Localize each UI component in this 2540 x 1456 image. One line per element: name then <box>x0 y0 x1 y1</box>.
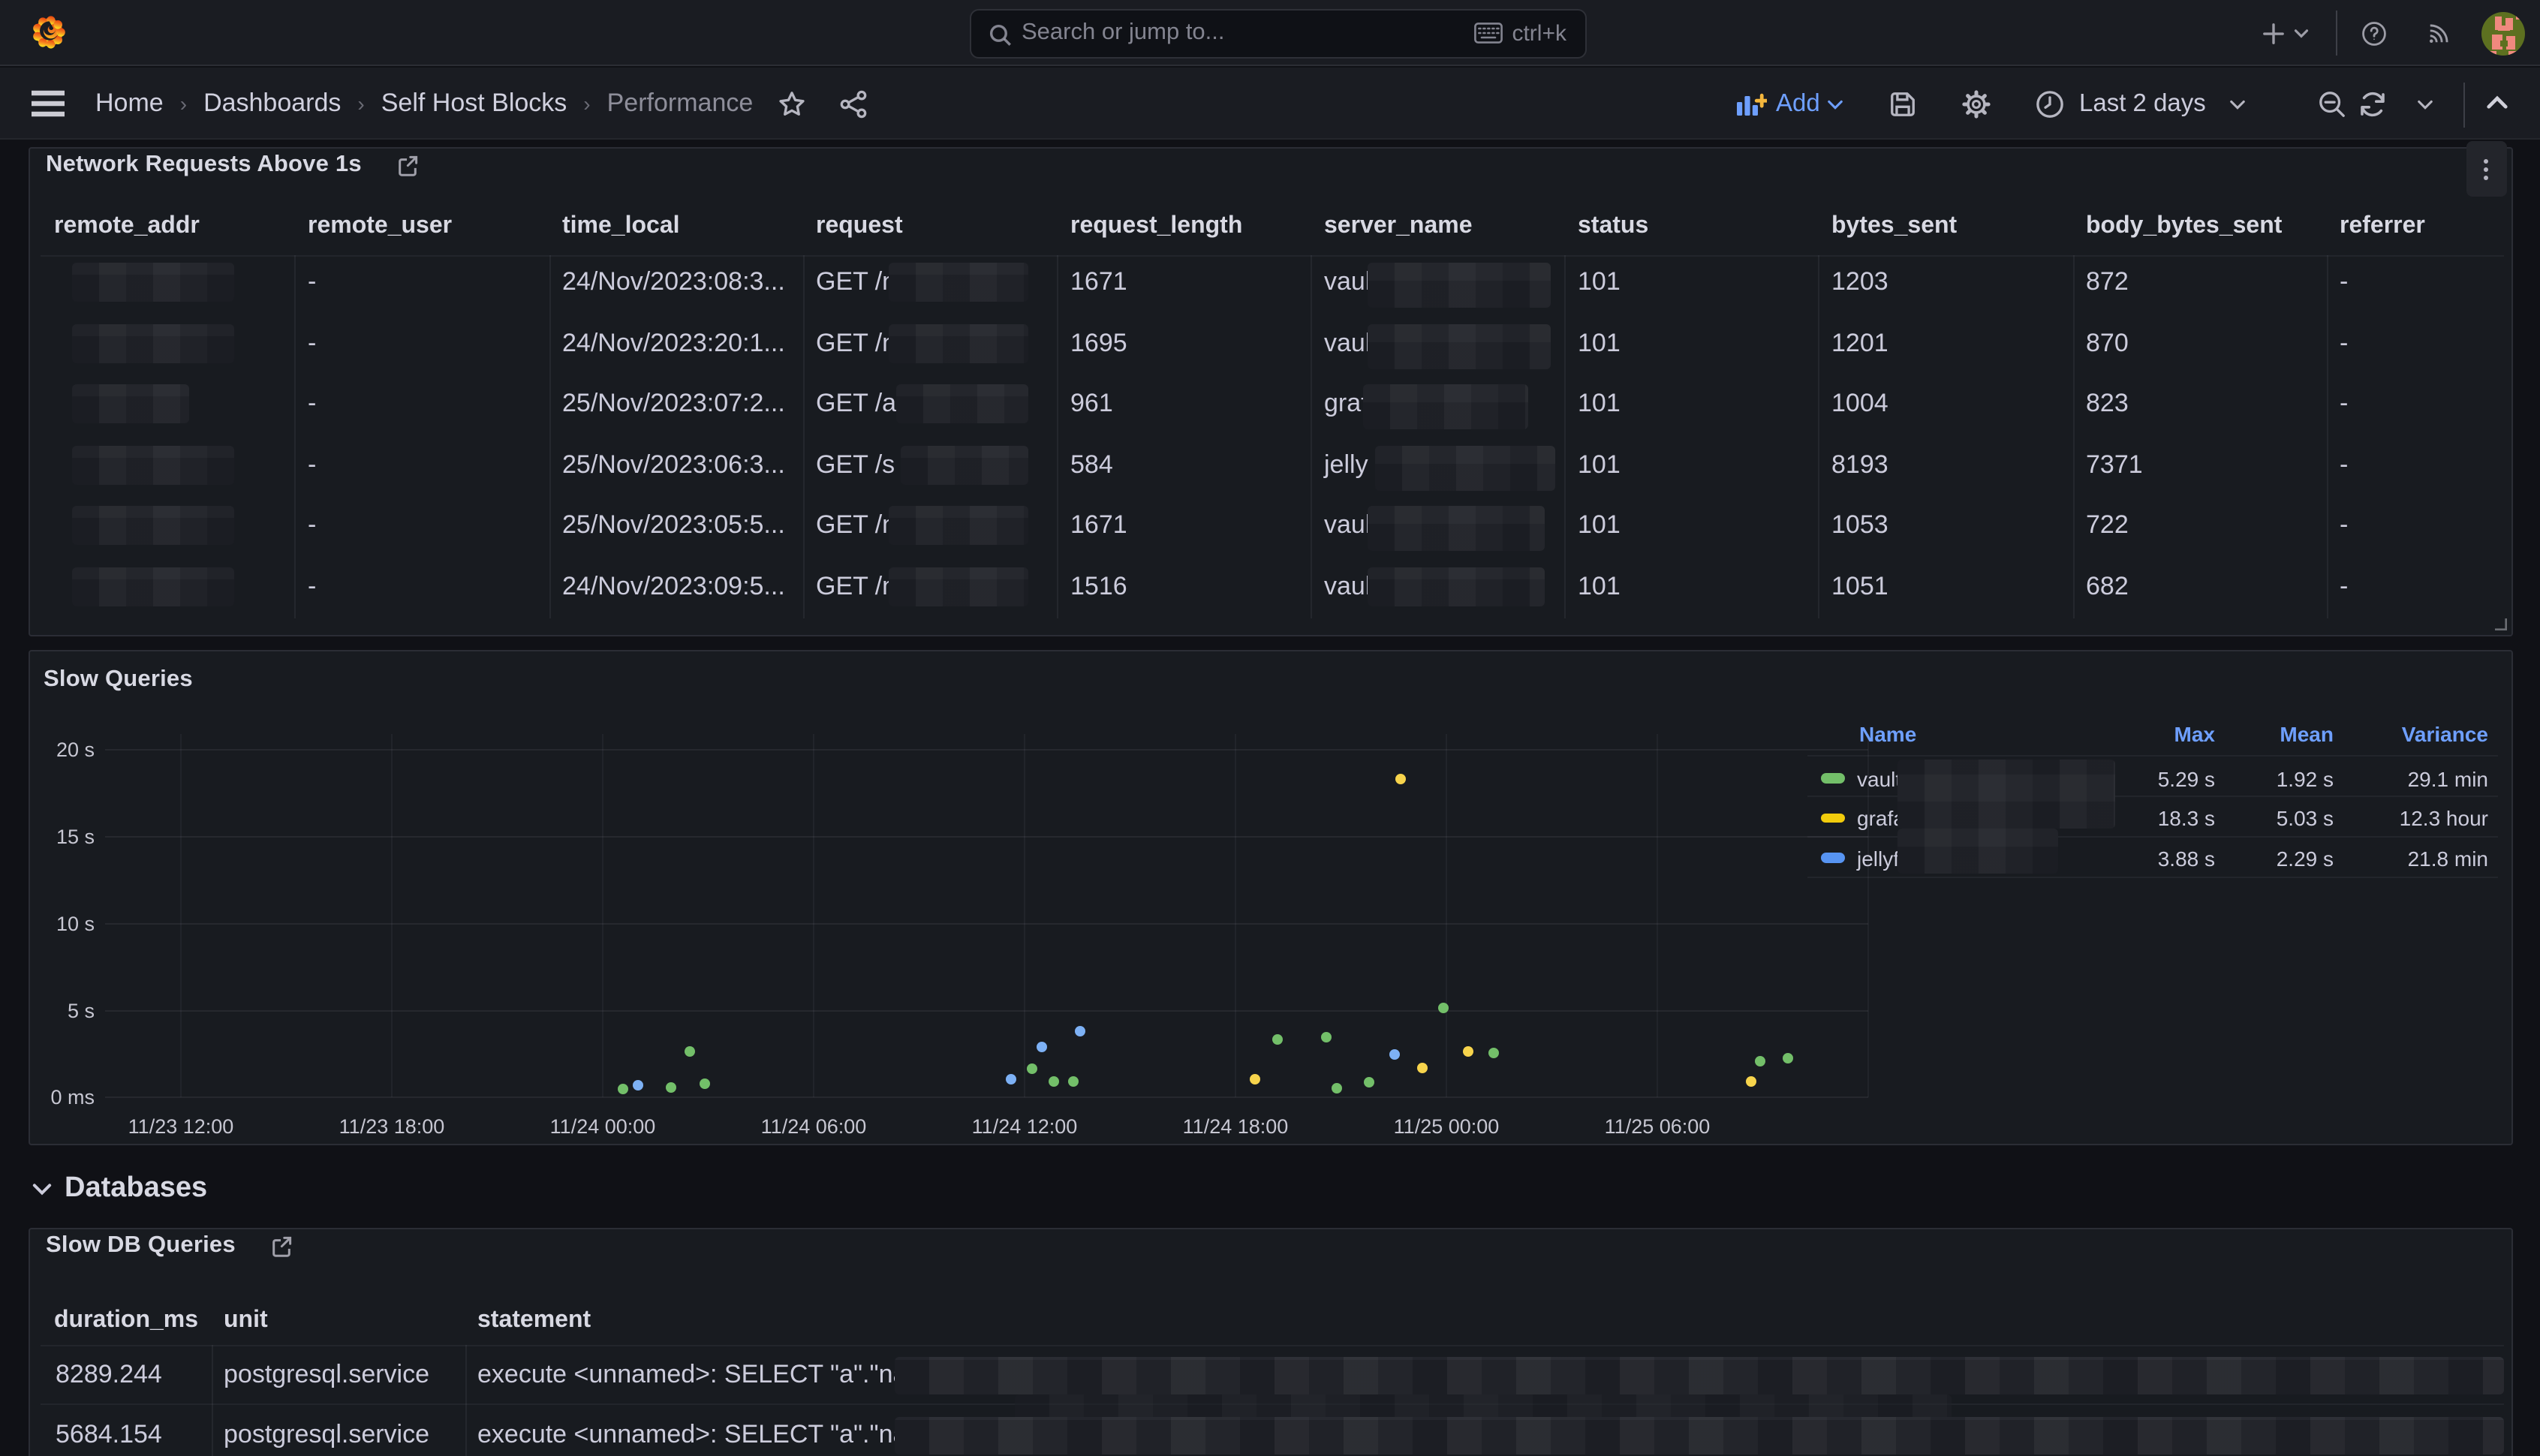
svg-text:15 s: 15 s <box>56 825 95 847</box>
svg-text:11/24 12:00: 11/24 12:00 <box>972 1115 1078 1137</box>
svg-text:11/25 00:00: 11/25 00:00 <box>1394 1115 1500 1137</box>
svg-text:11/24 18:00: 11/24 18:00 <box>1183 1115 1289 1137</box>
svg-text:11/25 06:00: 11/25 06:00 <box>1605 1115 1711 1137</box>
svg-text:11/24 06:00: 11/24 06:00 <box>761 1115 867 1137</box>
svg-text:10 s: 10 s <box>56 912 95 934</box>
svg-text:0 ms: 0 ms <box>50 1085 95 1108</box>
svg-text:11/23 18:00: 11/23 18:00 <box>339 1115 445 1137</box>
svg-text:11/23 12:00: 11/23 12:00 <box>128 1115 234 1137</box>
svg-text:20 s: 20 s <box>56 738 95 760</box>
svg-text:5 s: 5 s <box>68 999 95 1021</box>
svg-text:11/24 00:00: 11/24 00:00 <box>550 1115 656 1137</box>
